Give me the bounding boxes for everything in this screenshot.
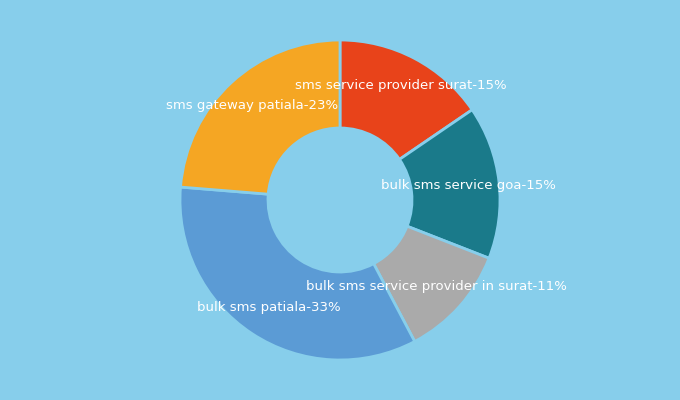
Text: bulk sms patiala-33%: bulk sms patiala-33%	[197, 301, 341, 314]
Text: sms gateway patiala-23%: sms gateway patiala-23%	[167, 98, 339, 112]
Wedge shape	[340, 40, 472, 159]
Wedge shape	[399, 110, 500, 258]
Text: bulk sms service goa-15%: bulk sms service goa-15%	[381, 179, 556, 192]
Text: bulk sms service provider in surat-11%: bulk sms service provider in surat-11%	[306, 280, 567, 292]
Wedge shape	[180, 40, 340, 194]
Text: sms service provider surat-15%: sms service provider surat-15%	[294, 79, 506, 92]
Wedge shape	[373, 226, 489, 342]
Wedge shape	[180, 187, 415, 360]
